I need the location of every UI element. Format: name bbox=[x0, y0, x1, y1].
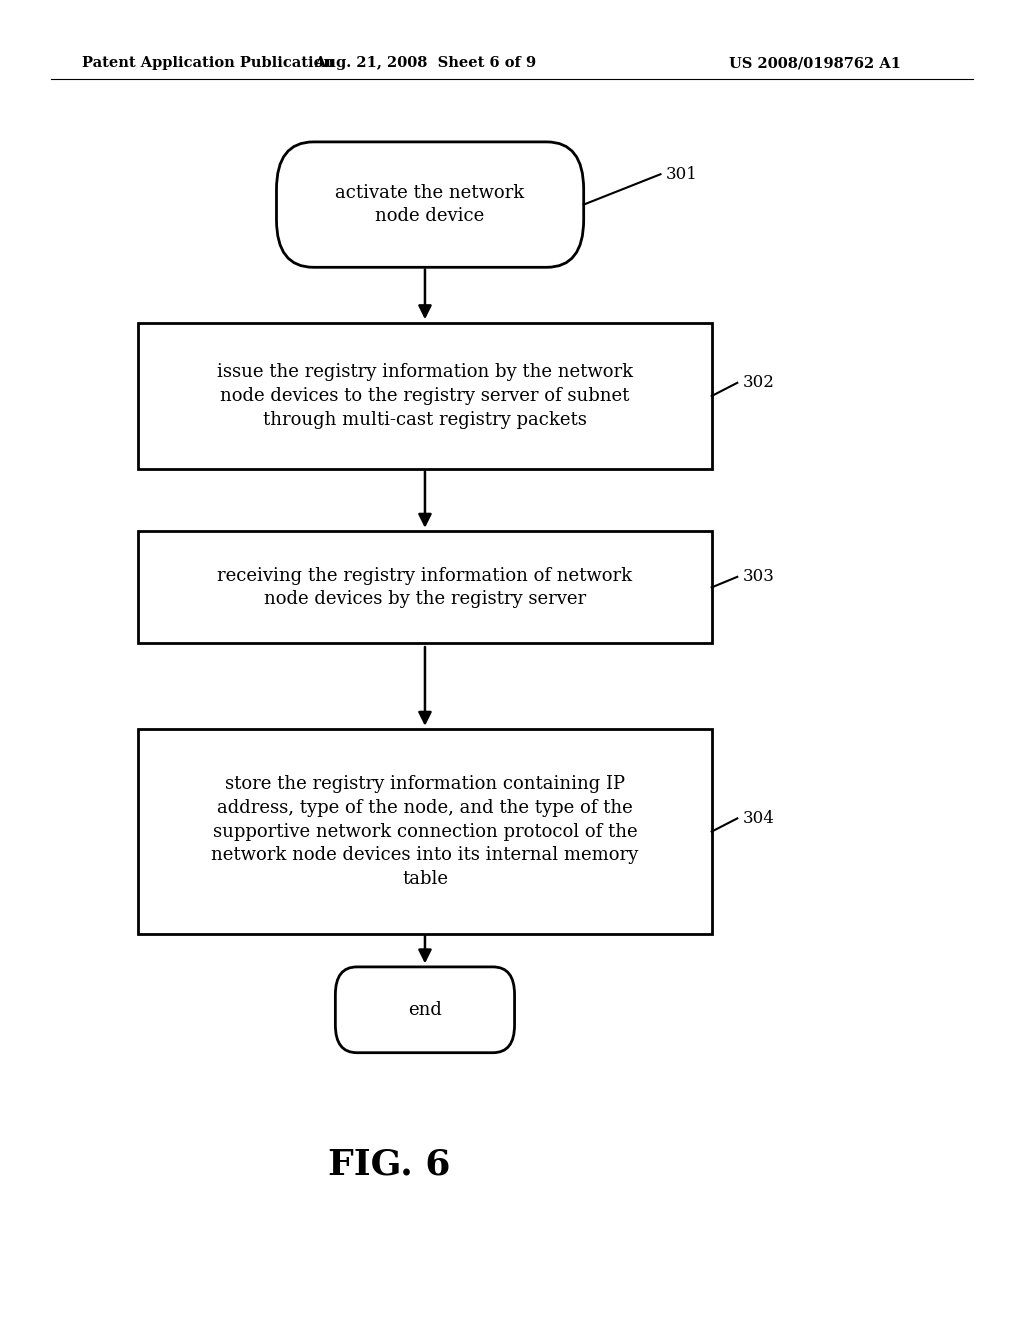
FancyBboxPatch shape bbox=[276, 143, 584, 267]
Text: Patent Application Publication: Patent Application Publication bbox=[82, 57, 334, 70]
Text: activate the network
node device: activate the network node device bbox=[336, 183, 524, 226]
Bar bbox=[138, 323, 712, 469]
Bar bbox=[138, 729, 712, 935]
Text: US 2008/0198762 A1: US 2008/0198762 A1 bbox=[729, 57, 901, 70]
Text: end: end bbox=[408, 1001, 442, 1019]
Text: 304: 304 bbox=[742, 810, 774, 826]
Text: Aug. 21, 2008  Sheet 6 of 9: Aug. 21, 2008 Sheet 6 of 9 bbox=[314, 57, 536, 70]
Text: FIG. 6: FIG. 6 bbox=[328, 1147, 451, 1181]
Text: receiving the registry information of network
node devices by the registry serve: receiving the registry information of ne… bbox=[217, 566, 633, 609]
Text: 302: 302 bbox=[742, 375, 774, 391]
Text: 301: 301 bbox=[666, 166, 697, 182]
Bar bbox=[138, 531, 712, 643]
Text: store the registry information containing IP
address, type of the node, and the : store the registry information containin… bbox=[211, 775, 639, 888]
Text: issue the registry information by the network
node devices to the registry serve: issue the registry information by the ne… bbox=[217, 363, 633, 429]
FancyBboxPatch shape bbox=[336, 966, 514, 1053]
Text: 303: 303 bbox=[742, 569, 774, 585]
